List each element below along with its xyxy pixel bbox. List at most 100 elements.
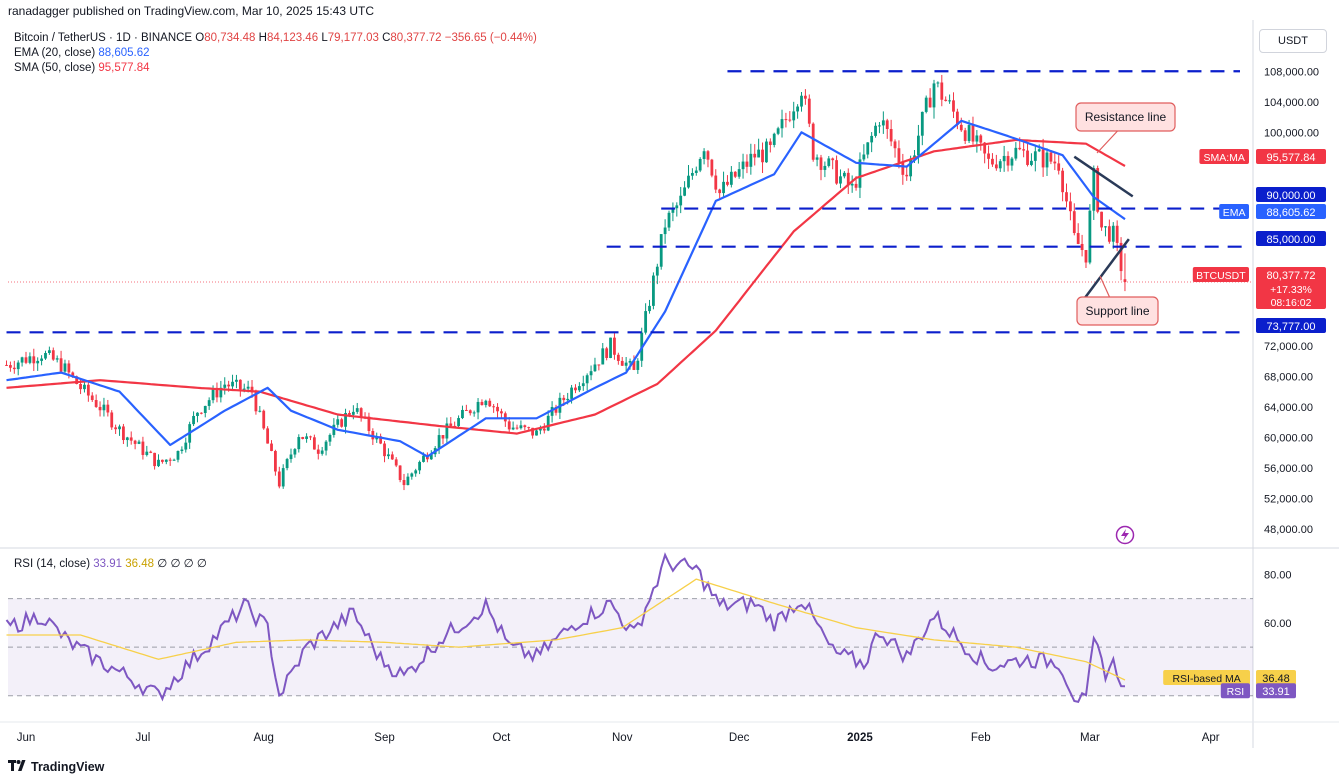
currency-button[interactable]: USDT <box>1259 29 1327 53</box>
candle-body <box>846 172 850 186</box>
candle-body <box>850 183 854 186</box>
candle-body <box>1061 170 1065 193</box>
candle-body <box>122 426 125 441</box>
symbol-title[interactable]: Bitcoin / TetherUS · 1D · BINANCE <box>14 32 193 44</box>
candle-body <box>106 404 110 413</box>
candle-body <box>714 175 718 190</box>
resistance-box <box>1075 102 1176 132</box>
candle-body <box>862 154 866 160</box>
candle-body <box>468 410 472 414</box>
resistance-text: Resistance line <box>1085 110 1167 124</box>
candle-body <box>616 354 620 361</box>
candle-body <box>1057 163 1061 171</box>
candle-body <box>936 82 940 84</box>
sma-legend-row[interactable]: SMA (50, close) 95,577.84 <box>14 61 537 76</box>
candles-group <box>5 74 1127 491</box>
candle-body <box>114 427 118 430</box>
candle-body <box>909 158 913 177</box>
candle-body <box>644 311 648 333</box>
candle-body <box>897 148 901 163</box>
price-tick-label: 52,000.00 <box>1264 493 1313 505</box>
chart-legend: Bitcoin / TetherUS · 1D · BINANCE O80,73… <box>14 31 537 76</box>
candle-body <box>539 428 542 431</box>
candle-body <box>301 437 305 439</box>
candle-body <box>246 386 250 389</box>
support-callout[interactable]: Support line <box>1076 275 1159 326</box>
candle-body <box>1022 149 1026 151</box>
candle-body <box>679 195 683 206</box>
open-label: O <box>195 32 205 44</box>
time-tick-label: Sep <box>374 732 394 744</box>
candle-body <box>309 436 312 438</box>
candle-body <box>235 379 238 382</box>
candle-body <box>98 406 102 411</box>
candle-body <box>780 119 784 129</box>
support-pointer <box>1099 275 1111 298</box>
candle-body <box>690 172 694 176</box>
candle-body <box>344 412 347 427</box>
candle-body <box>86 384 90 396</box>
rsi-ma-value: 36.48 <box>125 558 155 570</box>
ema-legend-row[interactable]: EMA (20, close) 88,605.62 <box>14 46 537 61</box>
candle-body <box>1107 226 1111 242</box>
candle-body <box>784 119 788 121</box>
candle-body <box>164 459 168 462</box>
candle-body <box>1092 168 1096 211</box>
price-tick-label: 64,000.00 <box>1264 402 1313 414</box>
rsi-tick-label: 80.00 <box>1264 569 1292 581</box>
candle-body <box>948 100 951 102</box>
candle-body <box>710 159 714 176</box>
candle-body <box>500 411 503 414</box>
candle-body <box>1068 201 1072 212</box>
candle-body <box>893 141 897 149</box>
time-tick-label: Mar <box>1080 732 1100 744</box>
time-tick-label: Aug <box>253 732 273 744</box>
candle-body <box>324 441 328 451</box>
candle-body <box>133 440 137 444</box>
candle-body <box>1030 160 1033 165</box>
candle-body <box>632 361 636 370</box>
price-tag-box <box>1256 149 1326 164</box>
resistance-callout[interactable]: Resistance line <box>1075 102 1176 154</box>
candle-body <box>994 164 998 169</box>
price-tag-value: 90,000.00 <box>1267 190 1316 202</box>
candle-body <box>472 412 476 414</box>
candle-body <box>940 82 944 100</box>
price-tag-value: 95,577.84 <box>1267 152 1316 164</box>
candle-body <box>262 410 266 429</box>
candle-body <box>788 119 792 121</box>
candle-body <box>1026 150 1029 165</box>
candle-body <box>1006 155 1010 166</box>
candle-body <box>203 405 207 413</box>
candle-body <box>511 427 515 430</box>
candle-body <box>562 397 566 401</box>
price-tick-label: 68,000.00 <box>1264 371 1313 383</box>
candle-body <box>305 436 308 439</box>
price-tag-label-box <box>1199 149 1249 164</box>
candle-body <box>835 160 838 184</box>
candle-body <box>991 158 994 165</box>
candle-body <box>379 436 383 444</box>
time-tick-label: Oct <box>492 732 511 744</box>
candle-body <box>289 454 293 460</box>
candle-body <box>1072 211 1076 234</box>
tradingview-logo[interactable]: TradingView <box>8 759 104 774</box>
candle-body <box>476 401 480 413</box>
flash-icon[interactable] <box>1115 525 1135 545</box>
price-tag-change: +17.33% <box>1270 284 1312 296</box>
time-tick-label: Nov <box>612 732 633 744</box>
candle-body <box>702 151 706 159</box>
candle-body <box>722 181 725 194</box>
candle-body <box>355 408 359 412</box>
candle-body <box>1080 243 1084 251</box>
flash-icon-bolt <box>1121 529 1129 541</box>
candle-body <box>157 459 160 467</box>
candle-body <box>293 449 297 455</box>
candle-body <box>94 399 98 407</box>
price-tag-value: 73,777.00 <box>1267 321 1316 333</box>
candle-body <box>858 159 862 188</box>
candle-body <box>484 400 488 406</box>
candle-body <box>1045 152 1049 168</box>
candle-body <box>605 348 609 358</box>
